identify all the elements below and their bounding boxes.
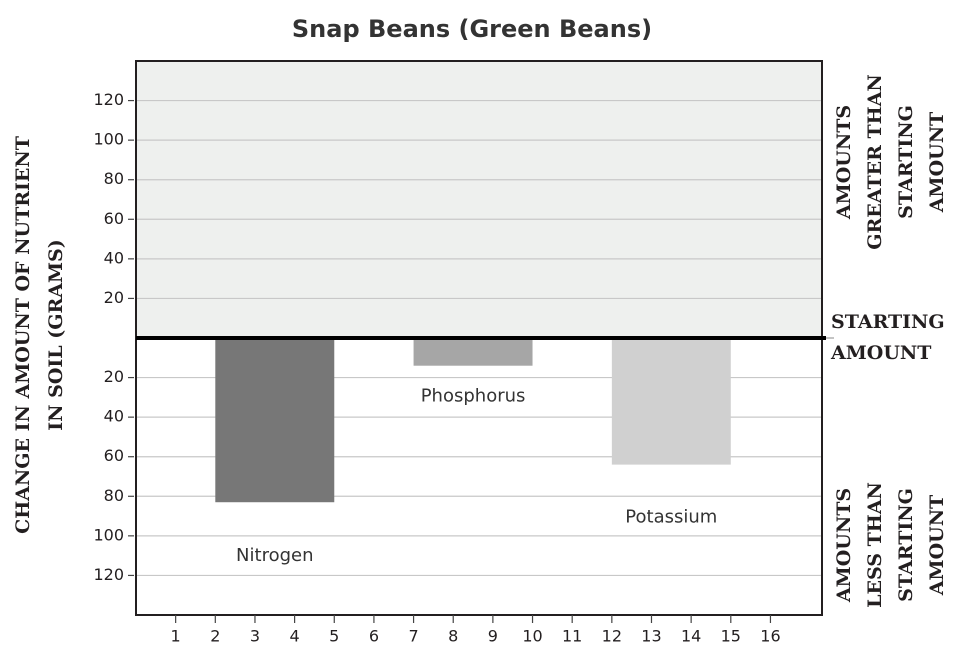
y-tick-label: 20	[104, 367, 124, 386]
bar	[413, 338, 533, 366]
annotation-zero: AMOUNT	[830, 342, 931, 364]
x-tick-label: 6	[369, 627, 379, 646]
annotation-below: AMOUNT	[926, 495, 948, 596]
annotation-below: LESS THAN	[864, 482, 886, 608]
annotation-above: AMOUNTS	[833, 105, 855, 220]
x-tick-label: 11	[562, 627, 582, 646]
y-tick-label: 20	[104, 288, 124, 307]
x-tick-label: 3	[250, 627, 260, 646]
annotation-below: STARTING	[895, 488, 917, 602]
y-tick-label: 120	[93, 90, 124, 109]
y-tick-label: 100	[93, 130, 124, 149]
x-tick-label: 2	[210, 627, 220, 646]
y-tick-label: 60	[104, 446, 124, 465]
y-tick-label: 40	[104, 248, 124, 267]
bar	[611, 338, 731, 465]
x-tick-label: 8	[448, 627, 458, 646]
x-tick-label: 14	[681, 627, 701, 646]
y-tick-label: 80	[104, 486, 124, 505]
x-tick-label: 9	[488, 627, 498, 646]
x-tick-label: 7	[408, 627, 418, 646]
bar	[215, 338, 335, 503]
y-axis-label: CHANGE IN AMOUNT OF NUTRIENT	[12, 136, 34, 534]
x-tick-label: 13	[641, 627, 661, 646]
x-tick-label: 4	[290, 627, 300, 646]
bar-label: Nitrogen	[236, 545, 313, 566]
y-tick-label: 120	[93, 565, 124, 584]
y-axis-label: IN SOIL (GRAMS)	[45, 239, 67, 431]
y-tick-label: 60	[104, 209, 124, 228]
y-tick-label: 100	[93, 525, 124, 544]
x-tick-label: 10	[522, 627, 542, 646]
annotation-above: STARTING	[895, 105, 917, 219]
y-tick-label: 80	[104, 169, 124, 188]
x-tick-label: 12	[602, 627, 622, 646]
annotation-zero: STARTING	[831, 311, 945, 333]
annotation-above: AMOUNT	[926, 112, 948, 213]
bar-label: Phosphorus	[421, 386, 526, 407]
y-tick-label: 40	[104, 407, 124, 426]
positive-region	[136, 61, 822, 338]
x-tick-label: 15	[721, 627, 741, 646]
annotation-above: GREATER THAN	[864, 74, 886, 249]
bar-label: Potassium	[625, 507, 717, 528]
x-tick-label: 5	[329, 627, 339, 646]
annotation-below: AMOUNTS	[833, 488, 855, 603]
x-tick-label: 1	[171, 627, 181, 646]
chart-title: Snap Beans (Green Beans)	[292, 15, 652, 43]
x-tick-label: 16	[760, 627, 780, 646]
